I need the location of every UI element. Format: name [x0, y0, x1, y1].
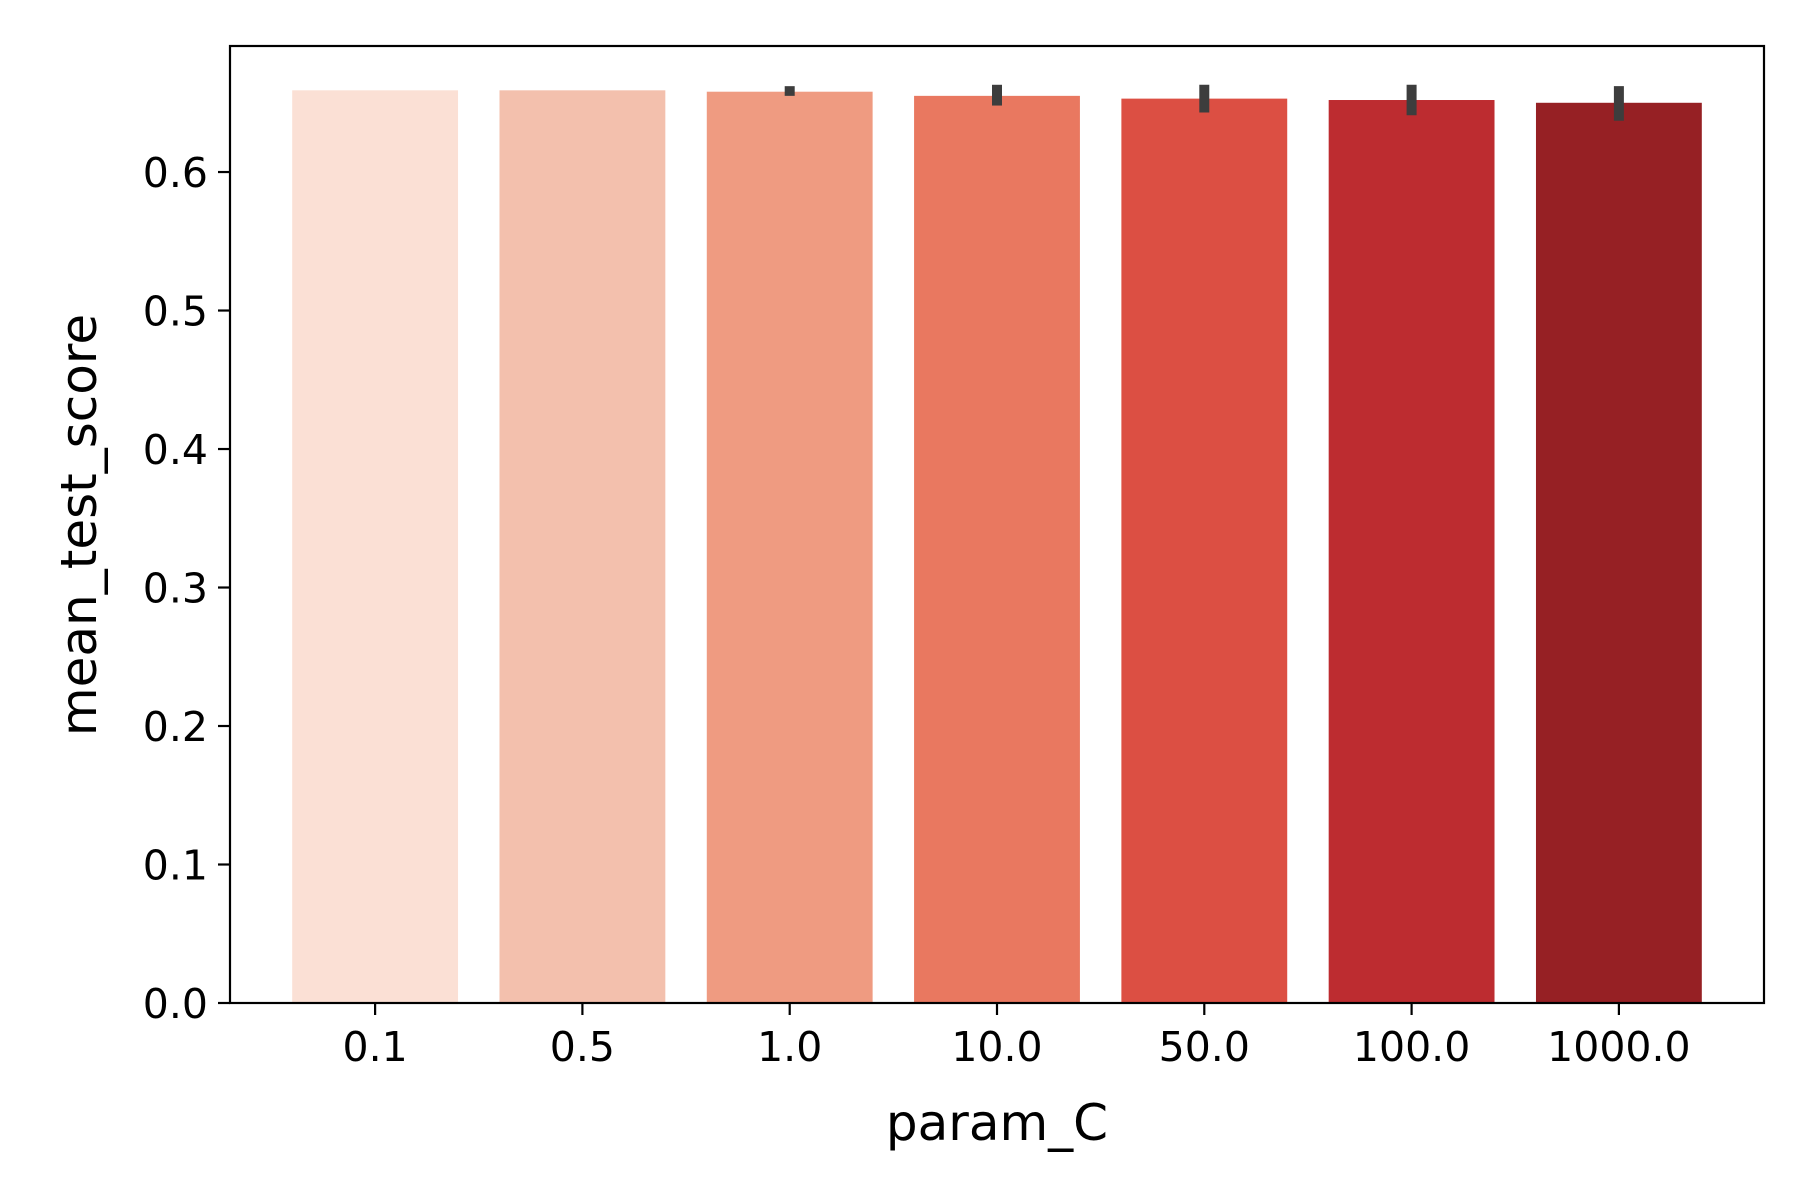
bars-layer	[292, 90, 1702, 1004]
bar-6	[1535, 102, 1702, 1004]
y-tick-label: 0.3	[143, 565, 208, 613]
x-tick-label: 10.0	[951, 1023, 1042, 1071]
y-axis: 0.0 0.1 0.2 0.3 0.4 0.5 0.6	[143, 149, 230, 1028]
bar-4	[1121, 98, 1288, 1004]
x-tick-label: 0.5	[550, 1023, 615, 1071]
x-tick-label: 100.0	[1353, 1023, 1470, 1071]
bar-3	[914, 95, 1080, 1004]
y-axis-title: mean_test_score	[50, 314, 108, 736]
y-tick-label: 0.5	[143, 288, 208, 336]
x-axis-title: param_C	[886, 1094, 1108, 1152]
x-axis: 0.1 0.5 1.0 10.0 50.0 100.0 1000.0	[342, 1003, 1691, 1071]
error-bars-layer	[784, 84, 1624, 121]
bar-5	[1328, 100, 1495, 1004]
y-tick-label: 0.4	[143, 426, 208, 474]
y-tick-label: 0.1	[143, 842, 208, 890]
bar-2	[706, 91, 873, 1004]
bar-0	[292, 90, 459, 1004]
x-tick-label: 1.0	[757, 1023, 822, 1071]
x-tick-label: 0.1	[342, 1023, 407, 1071]
bar-1	[499, 90, 666, 1004]
y-tick-label: 0.2	[143, 703, 208, 751]
x-tick-label: 1000.0	[1547, 1023, 1690, 1071]
y-tick-label: 0.6	[143, 149, 208, 197]
y-tick-label: 0.0	[143, 980, 208, 1028]
x-tick-label: 50.0	[1159, 1023, 1250, 1071]
